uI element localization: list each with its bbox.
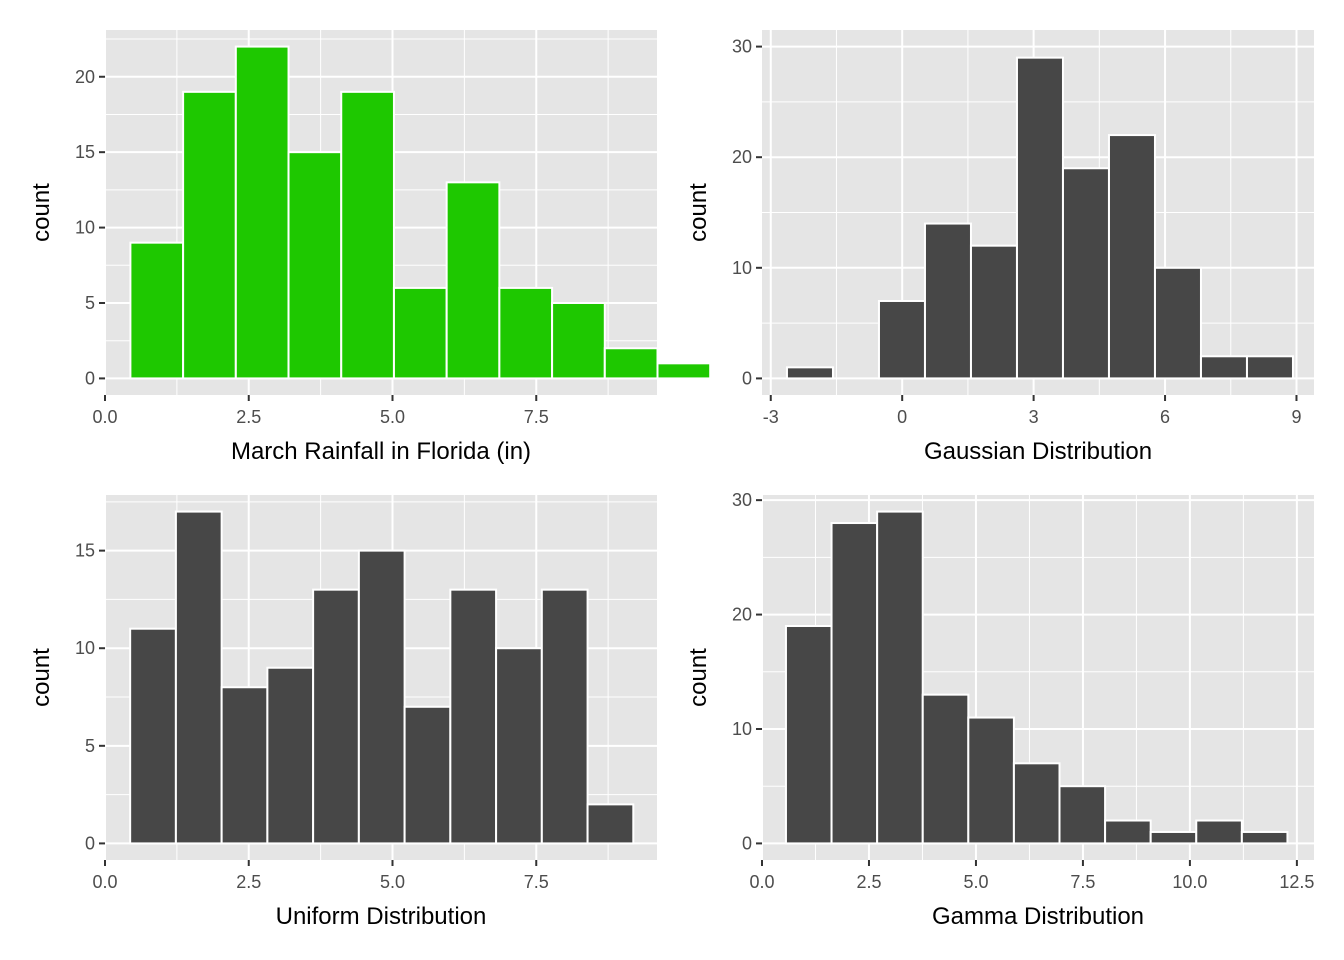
histogram-bar	[287, 151, 343, 380]
histogram-bar	[1245, 355, 1294, 380]
x-tick-label: 2.5	[236, 872, 261, 892]
y-tick-label: 10	[75, 218, 95, 238]
y-tick-label: 20	[732, 147, 752, 167]
histogram-bar	[1058, 785, 1107, 845]
x-tick-label: 5.0	[380, 872, 405, 892]
y-tick-label: 10	[75, 638, 95, 658]
histogram-bar	[969, 244, 1018, 380]
x-tick-label: 6	[1160, 407, 1170, 427]
histogram-bar	[498, 286, 554, 380]
histogram-bar	[312, 588, 360, 845]
y-tick-label: 10	[732, 719, 752, 739]
y-tick-label: 20	[75, 67, 95, 87]
x-tick-label: 3	[1029, 407, 1039, 427]
y-tick-label: 20	[732, 605, 752, 625]
x-axis-title: Uniform Distribution	[276, 903, 487, 930]
x-tick-label: 2.5	[856, 872, 881, 892]
histogram-bar	[877, 299, 926, 380]
histogram-bar	[1195, 819, 1243, 845]
x-tick-label: 7.5	[524, 407, 549, 427]
histogram-bar	[220, 686, 269, 845]
x-tick-label: 0.0	[92, 407, 117, 427]
x-tick-label: 5.0	[380, 407, 405, 427]
histogram-bar	[784, 625, 833, 845]
histogram-bar	[1015, 56, 1064, 380]
histogram-bar	[1199, 355, 1248, 380]
histogram-panel-4: 0.0 2.5 5.0 7.5 10.0 12.5 0 10 20 30 Gamma Distrib…	[685, 490, 1314, 930]
y-tick-label: 0	[85, 368, 95, 388]
x-axis-title: March Rainfall in Florida (in)	[231, 438, 531, 465]
y-tick-label: 5	[85, 293, 95, 313]
histogram-bar	[785, 366, 834, 380]
histogram-bar	[129, 627, 177, 845]
histogram-bar	[403, 705, 452, 845]
y-tick-label: 10	[732, 258, 752, 278]
x-tick-label: 0.0	[749, 872, 774, 892]
histogram-bar	[174, 510, 223, 845]
x-tick-label: 2.5	[236, 407, 261, 427]
y-tick-label: 30	[732, 490, 752, 510]
histogram-bar	[586, 803, 635, 845]
y-tick-label: 5	[85, 736, 95, 756]
x-axis-title: Gaussian Distribution	[924, 438, 1152, 465]
x-tick-label: 5.0	[963, 872, 988, 892]
histogram-bar	[234, 45, 290, 380]
histogram-bar	[540, 588, 589, 845]
y-axis-title: count	[685, 183, 712, 242]
histogram-bar	[449, 588, 498, 845]
histogram-bar	[1240, 830, 1289, 845]
y-axis-title: count	[28, 648, 55, 707]
x-tick-label: 10.0	[1172, 872, 1207, 892]
x-tick-label: 9	[1291, 407, 1301, 427]
histogram-bar	[357, 549, 406, 845]
y-axis-title: count	[28, 183, 55, 242]
histogram-bar	[1012, 762, 1061, 845]
y-tick-label: 0	[742, 368, 752, 388]
y-axis-title: count	[685, 648, 712, 707]
x-tick-label: 7.5	[524, 872, 549, 892]
histogram-panel-3: 0.0 2.5 5.0 7.5 0 5 10 15 Uniform Distribution co…	[28, 495, 657, 930]
x-tick-label: -3	[763, 407, 779, 427]
histogram-bar	[603, 347, 659, 380]
histogram-bar	[1107, 134, 1156, 380]
y-tick-label: 0	[742, 833, 752, 853]
histogram-bar	[1149, 830, 1198, 845]
histogram-bar	[340, 90, 395, 380]
histogram-bar	[1153, 266, 1202, 380]
x-tick-label: 7.5	[1070, 872, 1095, 892]
x-tick-label: 0	[897, 407, 907, 427]
y-tick-label: 30	[732, 37, 752, 57]
histogram-bar	[551, 301, 606, 380]
histogram-bar	[495, 647, 543, 845]
y-tick-label: 0	[85, 833, 95, 853]
y-tick-label: 15	[75, 142, 95, 162]
histogram-bar	[182, 90, 237, 380]
x-axis-title: Gamma Distribution	[932, 903, 1144, 930]
histogram-bar	[876, 510, 924, 845]
histogram-bar	[830, 522, 879, 845]
histogram-bar	[266, 666, 315, 845]
histogram-panel-1: 0.0 2.5 5.0 7.5 0 5 10 15 20 March Rainfall in Fl…	[28, 30, 712, 465]
histogram-bar	[129, 241, 185, 380]
x-tick-label: 0.0	[92, 872, 117, 892]
histogram-bar	[445, 181, 501, 380]
histogram-bar	[923, 222, 972, 380]
histogram-bar	[1104, 819, 1152, 845]
y-tick-label: 15	[75, 541, 95, 561]
histogram-bar	[967, 716, 1015, 845]
histogram-bar	[1061, 167, 1110, 380]
histogram-bar	[921, 693, 970, 845]
histogram-bar	[656, 362, 712, 380]
histogram-panel-2: -3 0 3 6 9 0 10 20 30 Gaussian Distribution count	[685, 30, 1314, 465]
histogram-bar	[392, 286, 448, 380]
x-tick-label: 12.5	[1279, 872, 1314, 892]
